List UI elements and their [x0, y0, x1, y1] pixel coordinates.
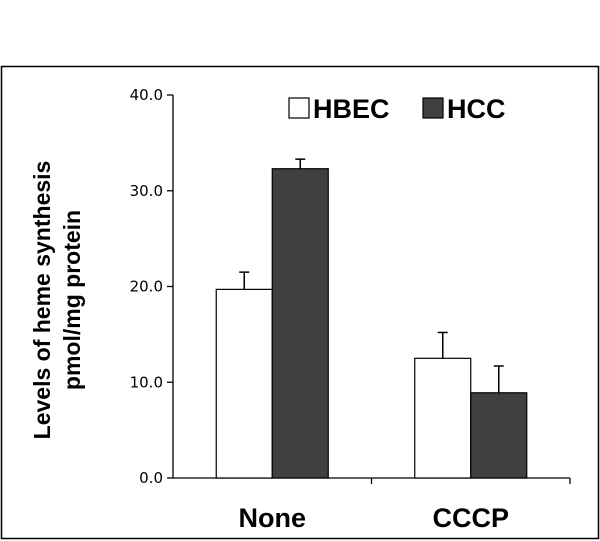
bar-hbec-none — [215, 288, 273, 479]
y-axis-label-line-1: Levels of heme synthesis — [29, 161, 55, 440]
y-tick-label: 0.0 — [139, 469, 163, 487]
y-tick-label: 10.0 — [130, 373, 163, 391]
legend-swatch-hbec — [288, 97, 310, 119]
x-tick-label-none: None — [239, 503, 307, 533]
legend: HBEC HCC — [288, 94, 506, 124]
y-tick-label: 20.0 — [130, 278, 163, 296]
y-tick-label: 40.0 — [130, 86, 163, 104]
legend-label-hcc: HCC — [447, 94, 506, 124]
y-axis-label-line-2: pmol/mg protein — [59, 210, 85, 390]
x-tick-labels: None CCCP — [239, 503, 510, 533]
y-axis-label: Levels of heme synthesis pmol/mg protein — [29, 161, 85, 440]
y-tick-label: 30.0 — [130, 182, 163, 200]
y-ticks: 0.0 10.0 20.0 30.0 40.0 — [130, 86, 173, 487]
bar-hcc-cccp — [470, 392, 528, 479]
bar-hcc-none — [271, 168, 329, 479]
chart-frame — [0, 65, 600, 540]
x-tick-label-cccp: CCCP — [432, 503, 509, 533]
error-bars — [239, 158, 504, 393]
bars — [215, 168, 528, 479]
bar-hbec-cccp — [414, 357, 472, 479]
legend-swatch-hcc — [422, 97, 444, 119]
legend-label-hbec: HBEC — [313, 94, 390, 124]
